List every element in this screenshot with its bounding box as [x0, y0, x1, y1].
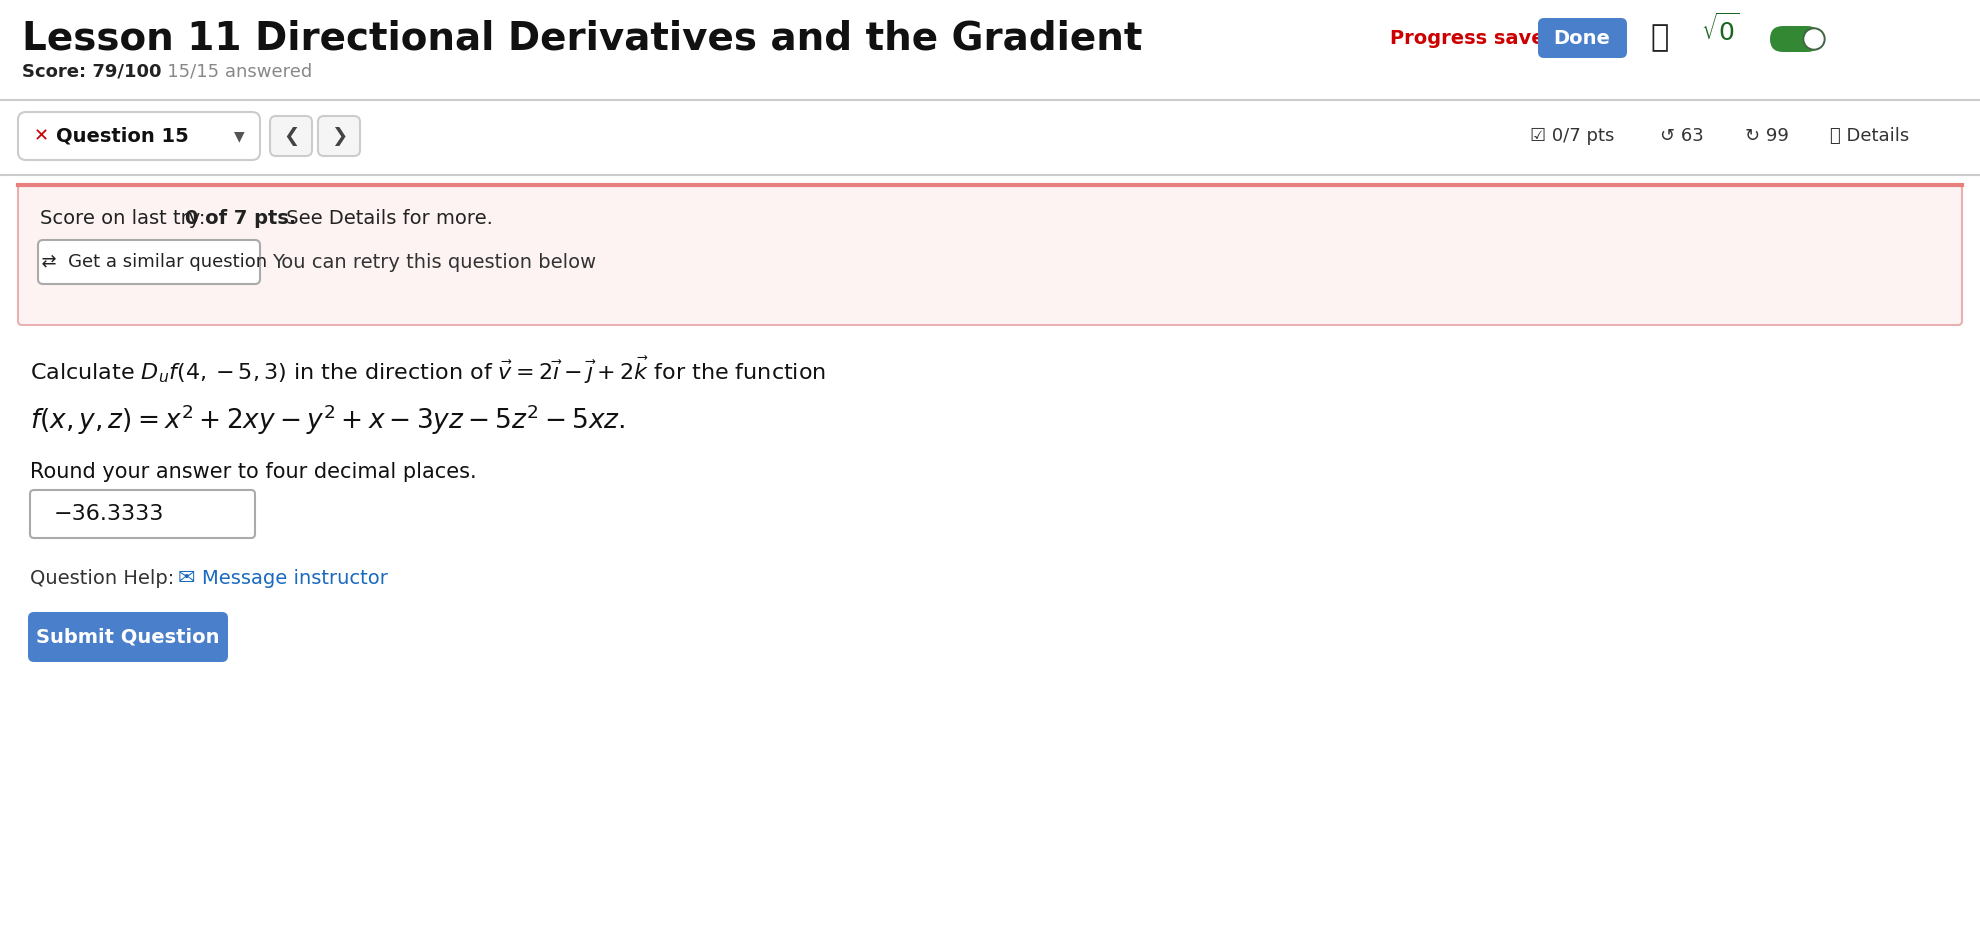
- Text: Lesson 11 Directional Derivatives and the Gradient: Lesson 11 Directional Derivatives and th…: [22, 19, 1142, 57]
- Text: ↺ 63: ↺ 63: [1659, 127, 1703, 145]
- Text: ⓘ Details: ⓘ Details: [1830, 127, 1909, 145]
- Text: ✉: ✉: [178, 568, 196, 588]
- Text: You can retry this question below: You can retry this question below: [271, 253, 596, 271]
- Text: Progress saved: Progress saved: [1390, 29, 1558, 48]
- Text: ❮: ❮: [283, 127, 299, 145]
- FancyBboxPatch shape: [18, 112, 259, 160]
- Text: Message instructor: Message instructor: [202, 569, 388, 587]
- Text: 0 of 7 pts.: 0 of 7 pts.: [184, 209, 297, 227]
- FancyBboxPatch shape: [38, 240, 259, 284]
- Text: Score on last try:: Score on last try:: [40, 209, 212, 227]
- Text: Score: 79/100: Score: 79/100: [22, 63, 162, 81]
- Text: ☑ 0/7 pts: ☑ 0/7 pts: [1531, 127, 1614, 145]
- FancyBboxPatch shape: [319, 116, 360, 156]
- Text: Done: Done: [1554, 29, 1610, 48]
- Circle shape: [1804, 28, 1826, 50]
- Text: −36.3333: −36.3333: [53, 504, 164, 524]
- FancyBboxPatch shape: [18, 185, 1962, 325]
- Text: ▼: ▼: [234, 129, 246, 143]
- FancyBboxPatch shape: [1538, 18, 1628, 58]
- Text: 15/15 answered: 15/15 answered: [150, 63, 313, 81]
- Text: $\sqrt{0}$: $\sqrt{0}$: [1701, 14, 1738, 47]
- Text: Round your answer to four decimal places.: Round your answer to four decimal places…: [30, 462, 477, 482]
- FancyBboxPatch shape: [30, 490, 255, 538]
- Text: ⇄  Get a similar question: ⇄ Get a similar question: [30, 253, 267, 271]
- Text: ↻ 99: ↻ 99: [1744, 127, 1788, 145]
- Text: ⎙: ⎙: [1651, 23, 1669, 52]
- Text: Question Help:: Question Help:: [30, 569, 174, 587]
- Text: Calculate $D_u f(4,-5,3)$ in the direction of $\vec{v} = 2\vec{\imath} - \vec{\j: Calculate $D_u f(4,-5,3)$ in the directi…: [30, 354, 826, 386]
- FancyBboxPatch shape: [28, 612, 228, 662]
- FancyBboxPatch shape: [269, 116, 313, 156]
- Text: $f(x, y, z) = x^2 + 2xy - y^2 + x - 3yz - 5z^2 - 5xz.$: $f(x, y, z) = x^2 + 2xy - y^2 + x - 3yz …: [30, 403, 626, 437]
- Text: See Details for more.: See Details for more.: [279, 209, 493, 227]
- Text: Submit Question: Submit Question: [36, 627, 220, 647]
- Circle shape: [1806, 30, 1824, 48]
- Text: ❯: ❯: [331, 127, 346, 145]
- Text: ✕: ✕: [34, 127, 50, 145]
- FancyBboxPatch shape: [1770, 26, 1820, 52]
- Text: Question 15: Question 15: [55, 127, 188, 145]
